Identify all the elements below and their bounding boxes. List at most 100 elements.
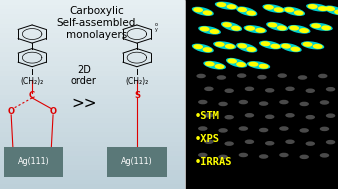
Ellipse shape — [255, 28, 265, 33]
Bar — [0, 165, 185, 170]
Ellipse shape — [224, 88, 234, 93]
Ellipse shape — [299, 128, 309, 133]
Text: (CH₂)₂: (CH₂)₂ — [21, 77, 44, 86]
Ellipse shape — [298, 75, 307, 80]
Bar — [0, 38, 185, 43]
Ellipse shape — [268, 22, 277, 28]
Bar — [0, 71, 185, 76]
Bar — [185, 0, 338, 189]
Ellipse shape — [277, 73, 287, 78]
Ellipse shape — [311, 23, 321, 28]
Ellipse shape — [266, 22, 288, 31]
Ellipse shape — [301, 41, 324, 50]
Bar — [0, 146, 185, 151]
Ellipse shape — [279, 100, 289, 104]
Text: Ag(111): Ag(111) — [18, 157, 50, 167]
Bar — [0, 5, 185, 9]
Ellipse shape — [306, 115, 315, 119]
Bar — [0, 123, 185, 128]
Bar — [0, 132, 185, 137]
Ellipse shape — [198, 153, 208, 157]
Ellipse shape — [279, 153, 289, 157]
Bar — [0, 104, 185, 109]
Ellipse shape — [225, 44, 235, 49]
Ellipse shape — [200, 26, 210, 32]
Ellipse shape — [217, 75, 226, 80]
Ellipse shape — [259, 64, 269, 69]
Ellipse shape — [274, 7, 284, 12]
Ellipse shape — [334, 9, 338, 15]
Ellipse shape — [245, 26, 255, 31]
Ellipse shape — [204, 87, 214, 91]
FancyBboxPatch shape — [4, 147, 63, 177]
Ellipse shape — [192, 7, 214, 16]
Ellipse shape — [246, 47, 256, 52]
Bar — [0, 0, 185, 5]
Ellipse shape — [306, 3, 329, 12]
Ellipse shape — [313, 44, 323, 49]
Text: •STM: •STM — [194, 111, 219, 121]
Ellipse shape — [326, 113, 335, 118]
Ellipse shape — [204, 139, 214, 144]
Ellipse shape — [239, 126, 248, 131]
Ellipse shape — [239, 153, 248, 157]
Ellipse shape — [285, 87, 295, 91]
Ellipse shape — [320, 100, 329, 105]
Ellipse shape — [221, 22, 242, 31]
Bar — [0, 118, 185, 123]
Bar — [0, 14, 185, 19]
Ellipse shape — [203, 61, 226, 70]
Bar — [0, 109, 185, 113]
Ellipse shape — [222, 22, 232, 27]
Bar — [0, 9, 185, 14]
Ellipse shape — [321, 25, 331, 30]
Ellipse shape — [198, 126, 208, 131]
Ellipse shape — [210, 29, 219, 34]
Bar — [0, 156, 185, 161]
Ellipse shape — [280, 43, 302, 52]
Bar — [0, 142, 185, 146]
Ellipse shape — [283, 7, 305, 16]
Ellipse shape — [218, 128, 228, 133]
Ellipse shape — [299, 28, 309, 33]
Ellipse shape — [257, 75, 267, 79]
Ellipse shape — [193, 44, 203, 49]
Text: O: O — [50, 107, 56, 116]
Ellipse shape — [279, 126, 289, 131]
Ellipse shape — [310, 23, 333, 31]
Ellipse shape — [204, 113, 214, 118]
Ellipse shape — [245, 87, 254, 91]
Bar — [0, 184, 185, 189]
Bar — [0, 0, 185, 189]
Ellipse shape — [294, 10, 304, 15]
Ellipse shape — [265, 115, 274, 119]
Ellipse shape — [318, 74, 328, 78]
Ellipse shape — [259, 101, 268, 106]
Ellipse shape — [320, 153, 329, 158]
Ellipse shape — [299, 102, 309, 106]
Ellipse shape — [218, 102, 228, 106]
Ellipse shape — [326, 87, 335, 91]
Ellipse shape — [285, 139, 295, 144]
Ellipse shape — [265, 141, 274, 146]
Ellipse shape — [226, 58, 247, 68]
Text: Ag(111): Ag(111) — [121, 157, 153, 167]
Bar — [0, 161, 185, 165]
Ellipse shape — [216, 2, 226, 7]
Ellipse shape — [236, 43, 257, 53]
Bar — [0, 43, 185, 47]
Ellipse shape — [224, 141, 234, 146]
Bar — [0, 47, 185, 52]
Bar — [0, 94, 185, 99]
Ellipse shape — [262, 4, 285, 13]
Ellipse shape — [245, 113, 254, 118]
Bar — [0, 57, 185, 61]
Ellipse shape — [245, 139, 254, 144]
Text: O: O — [8, 107, 15, 116]
Bar — [0, 175, 185, 180]
Ellipse shape — [213, 41, 236, 50]
Ellipse shape — [290, 46, 300, 52]
Ellipse shape — [239, 100, 248, 104]
Bar — [0, 113, 185, 118]
Ellipse shape — [308, 4, 318, 9]
